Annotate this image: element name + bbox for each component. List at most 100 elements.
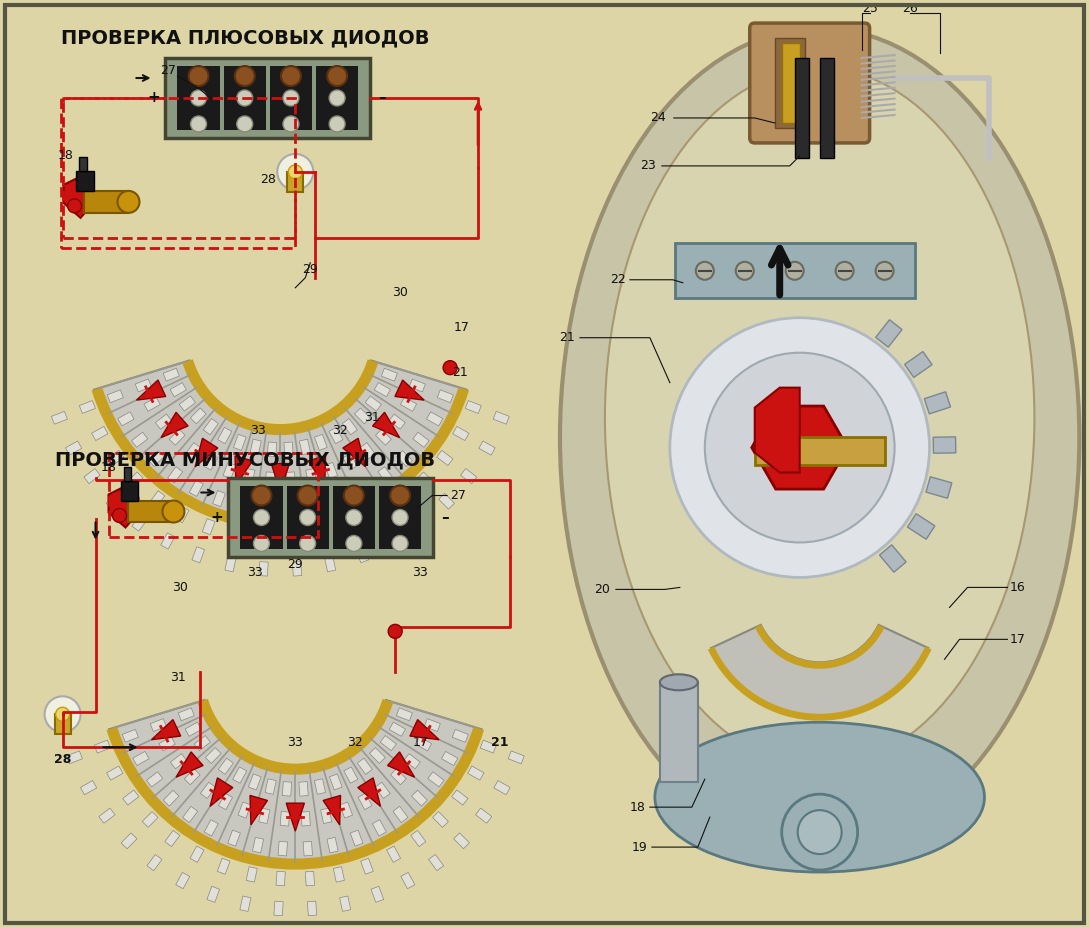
Text: 28: 28 — [53, 753, 71, 766]
Polygon shape — [933, 437, 956, 453]
Polygon shape — [393, 806, 408, 822]
Polygon shape — [151, 719, 181, 740]
Polygon shape — [380, 735, 396, 751]
Polygon shape — [303, 842, 313, 856]
Polygon shape — [454, 832, 469, 849]
Polygon shape — [751, 406, 847, 489]
Polygon shape — [365, 396, 381, 411]
Circle shape — [236, 116, 253, 132]
Polygon shape — [147, 855, 162, 870]
Polygon shape — [109, 485, 138, 527]
Polygon shape — [340, 802, 353, 818]
Polygon shape — [305, 871, 315, 886]
Circle shape — [443, 361, 457, 375]
Text: 29: 29 — [287, 558, 303, 571]
Polygon shape — [237, 498, 248, 514]
Polygon shape — [313, 498, 323, 514]
Circle shape — [68, 199, 82, 213]
Polygon shape — [306, 468, 317, 484]
Polygon shape — [389, 722, 405, 736]
Polygon shape — [148, 451, 164, 466]
Polygon shape — [65, 441, 82, 455]
Text: 30: 30 — [172, 581, 188, 594]
Polygon shape — [376, 429, 391, 445]
Polygon shape — [286, 803, 305, 832]
Text: 27: 27 — [160, 64, 176, 77]
Polygon shape — [755, 387, 799, 473]
Polygon shape — [261, 532, 270, 546]
Text: 25: 25 — [861, 2, 878, 15]
Polygon shape — [118, 412, 134, 425]
Text: ПРОВЕРКА ПЛЮСОВЫХ ДИОДОВ: ПРОВЕРКА ПЛЮСОВЫХ ДИОДОВ — [61, 29, 429, 47]
Polygon shape — [195, 438, 218, 466]
Polygon shape — [194, 735, 210, 751]
Polygon shape — [175, 506, 189, 523]
Polygon shape — [493, 781, 510, 794]
Polygon shape — [280, 811, 290, 826]
Polygon shape — [219, 794, 233, 809]
Polygon shape — [244, 468, 255, 484]
Text: 16: 16 — [1010, 581, 1026, 594]
Text: 24: 24 — [650, 111, 665, 124]
Polygon shape — [218, 427, 232, 444]
Polygon shape — [369, 747, 386, 764]
Text: –: – — [378, 91, 387, 106]
Circle shape — [191, 116, 207, 132]
Polygon shape — [180, 396, 195, 411]
Bar — [270, 66, 313, 130]
Polygon shape — [371, 886, 383, 902]
Polygon shape — [164, 831, 180, 846]
Polygon shape — [79, 400, 96, 413]
Polygon shape — [91, 426, 108, 440]
Text: 33: 33 — [413, 565, 428, 579]
Polygon shape — [428, 772, 444, 787]
Polygon shape — [315, 435, 327, 451]
Polygon shape — [108, 451, 124, 465]
Bar — [287, 171, 304, 192]
Polygon shape — [388, 752, 415, 777]
Polygon shape — [212, 490, 225, 506]
Text: 21: 21 — [491, 736, 509, 749]
Circle shape — [297, 486, 318, 505]
Polygon shape — [357, 480, 371, 496]
Polygon shape — [358, 794, 372, 809]
Polygon shape — [156, 414, 172, 429]
Circle shape — [785, 261, 804, 280]
Bar — [166, 58, 370, 138]
Polygon shape — [191, 408, 206, 424]
Circle shape — [254, 510, 269, 526]
Polygon shape — [329, 427, 343, 444]
Text: 18: 18 — [100, 461, 117, 474]
Polygon shape — [876, 320, 902, 348]
Polygon shape — [179, 708, 194, 720]
Circle shape — [835, 261, 854, 280]
Polygon shape — [168, 466, 183, 483]
Bar — [241, 486, 282, 550]
Polygon shape — [381, 368, 397, 381]
Polygon shape — [81, 781, 97, 794]
Polygon shape — [175, 872, 189, 889]
Text: 17: 17 — [454, 322, 470, 335]
Circle shape — [798, 810, 842, 854]
Polygon shape — [479, 441, 495, 455]
Circle shape — [782, 794, 858, 870]
Polygon shape — [99, 808, 115, 823]
Text: 31: 31 — [171, 671, 186, 684]
Polygon shape — [357, 758, 372, 774]
Circle shape — [299, 536, 316, 552]
Circle shape — [289, 165, 303, 179]
Bar — [316, 66, 358, 130]
Text: –: – — [441, 510, 449, 525]
Polygon shape — [345, 518, 358, 535]
Polygon shape — [413, 432, 429, 448]
Polygon shape — [200, 782, 216, 798]
Polygon shape — [301, 811, 310, 826]
Polygon shape — [465, 400, 481, 413]
Circle shape — [283, 90, 298, 106]
Circle shape — [236, 90, 253, 106]
Polygon shape — [318, 527, 330, 542]
Text: 30: 30 — [392, 286, 408, 299]
Polygon shape — [401, 872, 415, 889]
Circle shape — [392, 536, 408, 552]
Polygon shape — [185, 722, 201, 736]
